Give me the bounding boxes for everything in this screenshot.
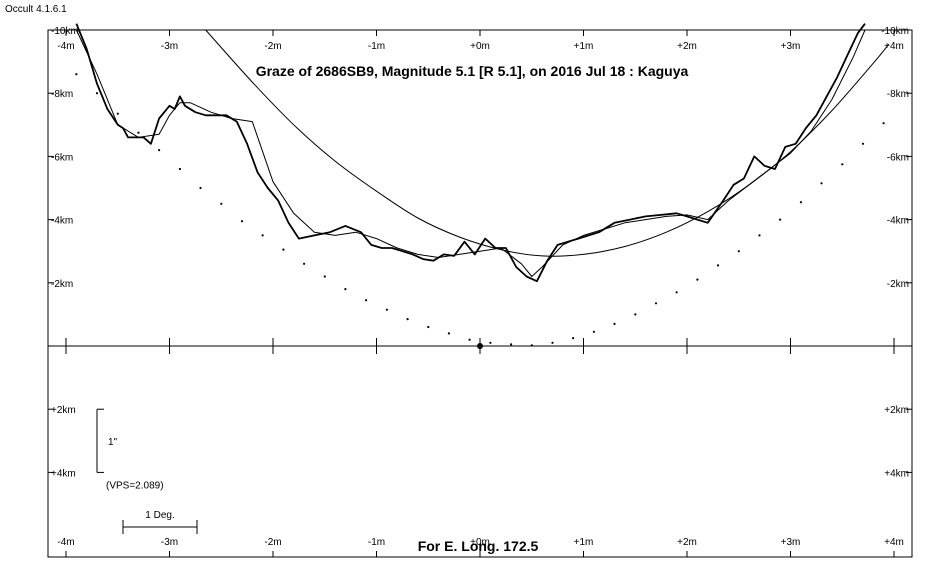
predicted-path-dot [779, 218, 782, 221]
predicted-path-dot [158, 149, 161, 152]
predicted-path-dot [468, 338, 471, 341]
y-tick-label-left: -2km [51, 279, 73, 290]
predicted-path-dot [654, 302, 658, 305]
predicted-path-dot [489, 341, 492, 344]
x-tick-label-top: +2m [677, 41, 697, 52]
predicted-path-dot [675, 291, 678, 294]
x-tick-label-bottom: +4m [884, 537, 904, 548]
x-tick-label-bottom: +0m [470, 537, 490, 548]
predicted-path-dot [820, 182, 823, 185]
predicted-path-dot [303, 262, 306, 265]
vps-note: (VPS=2.089) [106, 480, 164, 491]
profile-line [75, 23, 866, 283]
predicted-path-dot [592, 330, 596, 333]
axis-ticks: -4m -4m -3m -3m -2m -2m -1m -1m +0m +0m +1m +1m +2m +… [48, 26, 912, 557]
predicted-path-dot [447, 332, 450, 335]
predicted-path-dot [365, 299, 368, 302]
x-tick-label-top: +4m [884, 41, 904, 52]
y-tick-label-right: +4km [884, 468, 909, 479]
predicted-path-dot [861, 142, 865, 145]
x-tick-label-top: -3m [161, 41, 178, 52]
predicted-path-dot [841, 163, 844, 166]
predicted-path-dot [406, 318, 409, 321]
predicted-path-dot [510, 343, 513, 346]
x-tick-label-bottom: +3m [781, 537, 801, 548]
y-tick-label-right: -6km [887, 152, 909, 163]
predicted-path-dot [696, 278, 699, 281]
predicted-path-dot [261, 234, 264, 237]
predicted-path-dot [572, 337, 575, 340]
x-tick-label-bottom: -3m [161, 537, 178, 548]
longitude-footer: For E. Long. 172.5 [418, 538, 539, 554]
degree-bar-label: 1 Deg. [145, 510, 174, 521]
star-marker [477, 343, 483, 349]
predicted-path-dot [220, 202, 223, 205]
predicted-path-dot [758, 234, 761, 237]
y-tick-label-right: -10km [881, 26, 909, 37]
predicted-path-dot [799, 201, 803, 204]
degree-scale-bar: 1 Deg. [122, 510, 198, 534]
predicted-path-dot [240, 220, 244, 223]
x-tick-label-bottom: -1m [368, 537, 385, 548]
y-tick-label-left: -6km [51, 152, 73, 163]
plot-frame [47, 29, 913, 558]
limb-arc-line [205, 29, 890, 257]
arcsec-scale-bar: 1" (VPS=2.089) [96, 408, 164, 491]
predicted-path-dot [427, 325, 430, 329]
y-tick-label-right: -2km [887, 279, 909, 290]
x-tick-label-top: -2m [264, 41, 281, 52]
x-tick-label-top: -4m [57, 41, 74, 52]
y-tick-label-left: -10km [51, 26, 79, 37]
y-tick-label-left: +4km [51, 468, 76, 479]
version-label: Occult 4.1.6.1 [5, 4, 67, 15]
predicted-path-dot [116, 112, 119, 115]
x-tick-label-bottom: +1m [574, 537, 594, 548]
predicted-path-dot [323, 275, 326, 278]
predicted-path-dot [551, 341, 554, 344]
predicted-path-dot [716, 264, 720, 267]
y-tick-label-right: -4km [887, 216, 909, 227]
predicted-path-dot [344, 288, 347, 291]
predicted-path-dot [613, 322, 616, 325]
x-tick-label-top: -1m [368, 41, 385, 52]
chart-title: Graze of 2686SB9, Magnitude 5.1 [R 5.1],… [256, 63, 689, 79]
series-layer [75, 23, 890, 349]
y-tick-label-left: -8km [51, 89, 73, 100]
x-tick-label-top: +0m [470, 41, 490, 52]
x-tick-label-top: +3m [781, 41, 801, 52]
x-tick-label-bottom: -2m [264, 537, 281, 548]
predicted-path-dot [75, 73, 78, 76]
predicted-path-dot [137, 131, 140, 134]
predicted-path-dot [178, 167, 181, 171]
predicted-path-dot [282, 248, 285, 251]
predicted-path-dot [882, 122, 885, 125]
scale-bar-label: 1" [108, 437, 118, 448]
y-tick-label-right: +2km [884, 405, 909, 416]
y-tick-label-left: -4km [51, 216, 73, 227]
x-tick-label-bottom: +2m [677, 537, 697, 548]
y-tick-label-right: -8km [887, 89, 909, 100]
predicted-path-dot [385, 308, 388, 311]
predicted-path-dot [199, 186, 202, 190]
predicted-path-dot [737, 250, 740, 253]
predicted-path-dot [634, 313, 637, 316]
x-tick-label-top: +1m [574, 41, 594, 52]
y-tick-label-left: +2km [51, 405, 76, 416]
smoothed-line [75, 29, 866, 277]
predicted-path-dot [95, 92, 99, 95]
predicted-path-dot [530, 344, 533, 347]
x-tick-label-bottom: -4m [57, 537, 74, 548]
